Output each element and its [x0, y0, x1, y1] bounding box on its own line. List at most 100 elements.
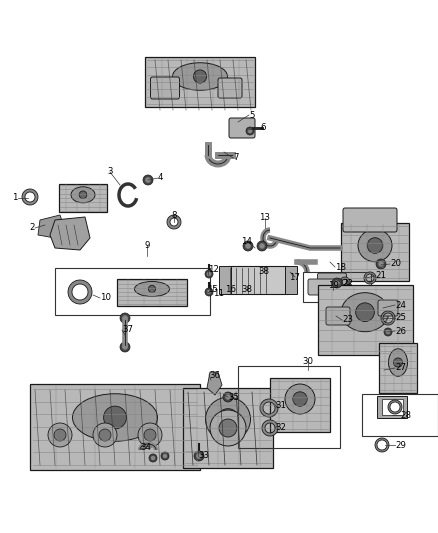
Bar — [55, 268, 210, 315]
Wedge shape — [364, 272, 376, 284]
FancyBboxPatch shape — [218, 78, 242, 98]
Circle shape — [79, 191, 87, 199]
Polygon shape — [341, 223, 409, 281]
Bar — [285, 266, 297, 294]
Text: 30: 30 — [303, 358, 314, 367]
Circle shape — [223, 392, 233, 402]
Polygon shape — [117, 279, 187, 305]
Text: 19: 19 — [328, 281, 339, 290]
Circle shape — [246, 244, 251, 248]
Circle shape — [246, 127, 254, 135]
Circle shape — [120, 342, 130, 352]
Text: 34: 34 — [140, 443, 151, 453]
Text: 35: 35 — [228, 392, 239, 401]
Circle shape — [248, 129, 252, 133]
Wedge shape — [344, 283, 352, 291]
Text: 3: 3 — [107, 167, 113, 176]
FancyBboxPatch shape — [326, 307, 350, 325]
Text: 20: 20 — [390, 260, 401, 269]
FancyBboxPatch shape — [151, 77, 180, 99]
Text: 32: 32 — [275, 424, 286, 432]
Wedge shape — [388, 400, 402, 414]
Circle shape — [335, 280, 339, 286]
Circle shape — [293, 392, 307, 406]
Bar — [228, 266, 288, 294]
Circle shape — [259, 244, 265, 248]
Text: 22: 22 — [342, 279, 353, 287]
Polygon shape — [59, 183, 107, 212]
Circle shape — [378, 262, 384, 266]
Circle shape — [197, 454, 201, 458]
Text: 23: 23 — [342, 316, 353, 325]
Circle shape — [367, 238, 383, 253]
Circle shape — [257, 241, 267, 251]
Ellipse shape — [358, 229, 392, 262]
Bar — [381, 399, 403, 415]
Polygon shape — [145, 57, 255, 107]
Bar — [362, 394, 438, 436]
Circle shape — [104, 406, 127, 429]
Circle shape — [393, 358, 403, 367]
Circle shape — [356, 303, 374, 321]
Circle shape — [384, 328, 392, 336]
FancyBboxPatch shape — [318, 273, 346, 291]
Text: 26: 26 — [395, 327, 406, 335]
Ellipse shape — [134, 281, 170, 296]
Wedge shape — [22, 189, 38, 205]
Wedge shape — [167, 215, 181, 229]
Circle shape — [210, 410, 246, 446]
Text: 27: 27 — [395, 364, 406, 373]
Text: 13: 13 — [259, 214, 271, 222]
Text: 25: 25 — [395, 313, 406, 322]
Circle shape — [123, 316, 127, 320]
Text: 29: 29 — [395, 440, 406, 449]
Bar — [377, 396, 407, 418]
FancyBboxPatch shape — [343, 208, 397, 232]
Text: 21: 21 — [375, 271, 386, 280]
Circle shape — [207, 272, 211, 276]
Text: 11: 11 — [213, 289, 224, 298]
Text: 12: 12 — [208, 265, 219, 274]
FancyBboxPatch shape — [378, 300, 398, 316]
Circle shape — [149, 454, 157, 462]
Ellipse shape — [389, 349, 407, 376]
Circle shape — [151, 456, 155, 460]
Circle shape — [386, 330, 390, 334]
Circle shape — [226, 394, 230, 400]
Text: 31: 31 — [275, 400, 286, 409]
Circle shape — [48, 423, 72, 447]
Wedge shape — [262, 420, 278, 436]
Ellipse shape — [73, 394, 158, 441]
Text: 38: 38 — [241, 286, 252, 295]
Text: 10: 10 — [100, 294, 111, 303]
Text: 24: 24 — [395, 301, 406, 310]
Polygon shape — [318, 285, 413, 355]
Text: 15: 15 — [208, 286, 219, 295]
Text: 36: 36 — [209, 370, 220, 379]
Circle shape — [243, 241, 253, 251]
Circle shape — [144, 429, 156, 441]
Circle shape — [120, 313, 130, 323]
Text: 8: 8 — [171, 211, 177, 220]
Wedge shape — [68, 280, 92, 304]
Text: 1: 1 — [13, 193, 18, 203]
Circle shape — [205, 288, 213, 296]
Circle shape — [145, 177, 151, 182]
Text: 9: 9 — [144, 240, 150, 249]
Circle shape — [99, 429, 111, 441]
Bar — [238, 366, 340, 448]
Text: 28: 28 — [400, 410, 411, 419]
Text: 2: 2 — [29, 223, 35, 232]
Circle shape — [217, 409, 239, 430]
Bar — [303, 272, 371, 302]
Wedge shape — [340, 277, 350, 287]
Circle shape — [205, 270, 213, 278]
Text: 37: 37 — [122, 326, 133, 335]
Ellipse shape — [205, 397, 251, 441]
Polygon shape — [270, 378, 330, 432]
Text: 38: 38 — [258, 266, 269, 276]
Circle shape — [194, 70, 207, 83]
Circle shape — [376, 259, 386, 269]
Circle shape — [138, 423, 162, 447]
Circle shape — [207, 290, 211, 294]
